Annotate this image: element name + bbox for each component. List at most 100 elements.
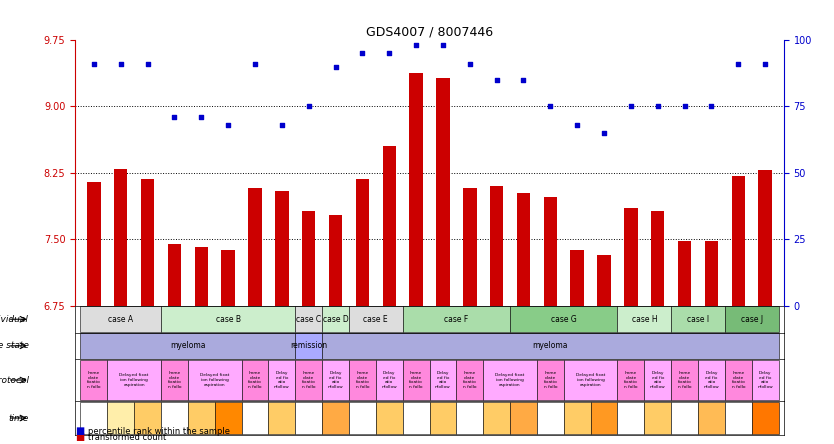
FancyBboxPatch shape bbox=[161, 360, 188, 400]
Text: Imme
diate
fixatio
n follo: Imme diate fixatio n follo bbox=[463, 371, 477, 389]
FancyBboxPatch shape bbox=[322, 333, 779, 359]
Text: remission: remission bbox=[290, 341, 327, 350]
FancyBboxPatch shape bbox=[322, 306, 349, 332]
FancyBboxPatch shape bbox=[80, 360, 108, 400]
FancyBboxPatch shape bbox=[188, 402, 214, 434]
Bar bbox=[436, 78, 450, 306]
Point bbox=[678, 103, 691, 110]
FancyBboxPatch shape bbox=[403, 360, 430, 400]
Bar bbox=[597, 255, 610, 306]
Text: Imme
diate
fixatio
n follo: Imme diate fixatio n follo bbox=[409, 371, 423, 389]
FancyBboxPatch shape bbox=[80, 306, 161, 332]
Bar bbox=[758, 170, 772, 306]
Text: transformed count: transformed count bbox=[88, 433, 166, 442]
FancyBboxPatch shape bbox=[564, 402, 590, 434]
FancyBboxPatch shape bbox=[161, 306, 295, 332]
FancyBboxPatch shape bbox=[537, 360, 564, 400]
Bar bbox=[383, 147, 396, 306]
Text: Delay
ed fix
atio
nfollow: Delay ed fix atio nfollow bbox=[435, 371, 451, 389]
FancyBboxPatch shape bbox=[671, 360, 698, 400]
Text: case C: case C bbox=[296, 315, 321, 324]
Bar bbox=[329, 214, 342, 306]
Bar bbox=[249, 188, 262, 306]
FancyBboxPatch shape bbox=[645, 402, 671, 434]
Bar bbox=[409, 73, 423, 306]
Text: individual: individual bbox=[0, 315, 29, 324]
Text: case J: case J bbox=[741, 315, 763, 324]
FancyBboxPatch shape bbox=[322, 402, 349, 434]
Text: Imme
diate
fixatio
n follo: Imme diate fixatio n follo bbox=[355, 371, 369, 389]
Bar bbox=[517, 193, 530, 306]
FancyBboxPatch shape bbox=[751, 402, 779, 434]
Text: Imme
diate
fixatio
n follo: Imme diate fixatio n follo bbox=[87, 371, 101, 389]
Bar bbox=[87, 182, 101, 306]
Point bbox=[194, 114, 208, 121]
Point bbox=[141, 60, 154, 67]
Bar bbox=[570, 250, 584, 306]
Text: Delayed fixat
ion following
aspiration: Delayed fixat ion following aspiration bbox=[495, 373, 525, 387]
FancyBboxPatch shape bbox=[108, 360, 161, 400]
FancyBboxPatch shape bbox=[564, 360, 617, 400]
FancyBboxPatch shape bbox=[430, 402, 456, 434]
FancyBboxPatch shape bbox=[295, 360, 322, 400]
FancyBboxPatch shape bbox=[671, 402, 698, 434]
FancyBboxPatch shape bbox=[403, 306, 510, 332]
FancyBboxPatch shape bbox=[725, 306, 779, 332]
Text: case B: case B bbox=[216, 315, 241, 324]
Point bbox=[544, 103, 557, 110]
Point bbox=[383, 50, 396, 57]
FancyBboxPatch shape bbox=[349, 402, 376, 434]
Text: Imme
diate
fixatio
n follo: Imme diate fixatio n follo bbox=[248, 371, 262, 389]
Text: ■: ■ bbox=[75, 432, 84, 442]
FancyBboxPatch shape bbox=[80, 402, 108, 434]
Text: Imme
diate
fixatio
n follo: Imme diate fixatio n follo bbox=[731, 371, 746, 389]
FancyBboxPatch shape bbox=[349, 306, 403, 332]
Bar bbox=[678, 241, 691, 306]
FancyBboxPatch shape bbox=[537, 402, 564, 434]
Text: case H: case H bbox=[631, 315, 657, 324]
FancyBboxPatch shape bbox=[134, 402, 161, 434]
FancyBboxPatch shape bbox=[751, 360, 779, 400]
FancyBboxPatch shape bbox=[617, 360, 645, 400]
Text: case F: case F bbox=[445, 315, 469, 324]
Text: Delayed fixat
ion following
aspiration: Delayed fixat ion following aspiration bbox=[200, 373, 229, 387]
Text: disease state: disease state bbox=[0, 341, 29, 350]
FancyBboxPatch shape bbox=[188, 360, 242, 400]
Bar bbox=[463, 188, 476, 306]
Text: myeloma: myeloma bbox=[170, 341, 206, 350]
Text: case A: case A bbox=[108, 315, 133, 324]
FancyBboxPatch shape bbox=[698, 360, 725, 400]
Point bbox=[249, 60, 262, 67]
FancyBboxPatch shape bbox=[483, 402, 510, 434]
FancyBboxPatch shape bbox=[295, 402, 322, 434]
Text: Imme
diate
fixatio
n follo: Imme diate fixatio n follo bbox=[302, 371, 315, 389]
Bar bbox=[221, 250, 235, 306]
FancyBboxPatch shape bbox=[108, 402, 134, 434]
FancyBboxPatch shape bbox=[430, 360, 456, 400]
Text: Imme
diate
fixatio
n follo: Imme diate fixatio n follo bbox=[678, 371, 691, 389]
FancyBboxPatch shape bbox=[725, 360, 751, 400]
Text: time: time bbox=[8, 413, 29, 423]
Text: case D: case D bbox=[323, 315, 349, 324]
Bar bbox=[355, 179, 369, 306]
FancyBboxPatch shape bbox=[510, 402, 537, 434]
Text: Delay
ed fix
atio
nfollow: Delay ed fix atio nfollow bbox=[274, 371, 289, 389]
FancyBboxPatch shape bbox=[161, 402, 188, 434]
FancyBboxPatch shape bbox=[376, 402, 403, 434]
FancyBboxPatch shape bbox=[698, 402, 725, 434]
Point bbox=[490, 76, 503, 83]
Text: Delayed fixat
ion following
aspiration: Delayed fixat ion following aspiration bbox=[576, 373, 605, 387]
Point bbox=[436, 42, 450, 49]
Bar bbox=[490, 186, 504, 306]
FancyBboxPatch shape bbox=[510, 306, 617, 332]
FancyBboxPatch shape bbox=[725, 402, 751, 434]
FancyBboxPatch shape bbox=[590, 402, 617, 434]
Point bbox=[463, 60, 476, 67]
FancyBboxPatch shape bbox=[242, 360, 269, 400]
Text: Delay
ed fix
atio
nfollow: Delay ed fix atio nfollow bbox=[704, 371, 720, 389]
FancyBboxPatch shape bbox=[295, 333, 322, 359]
Bar bbox=[168, 244, 181, 306]
Bar bbox=[194, 246, 208, 306]
Text: case I: case I bbox=[687, 315, 709, 324]
FancyBboxPatch shape bbox=[269, 360, 295, 400]
